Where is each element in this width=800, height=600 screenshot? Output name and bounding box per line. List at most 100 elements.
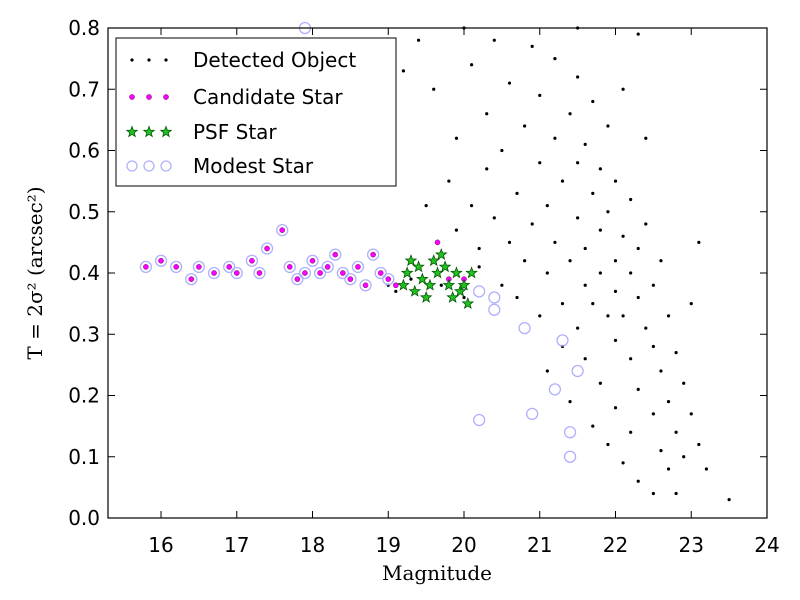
modest-star-point	[571, 364, 584, 378]
modest-star-point	[260, 242, 274, 255]
candidate-star-point	[234, 270, 240, 276]
x-tick-label: 18	[300, 533, 325, 557]
candidate-star-point	[393, 282, 399, 288]
legend-label: PSF Star	[193, 120, 277, 144]
candidate-star-points	[143, 227, 467, 288]
detected-object-point	[651, 344, 655, 349]
detected-object-point	[454, 136, 459, 140]
x-tick-label: 24	[754, 533, 779, 557]
detected-object-point	[462, 295, 466, 300]
legend-marker	[126, 160, 138, 172]
modest-star-point	[344, 272, 357, 286]
psf-star-point	[412, 260, 425, 273]
detected-object-point	[666, 400, 671, 404]
modest-star-point	[488, 291, 501, 304]
detected-object-point	[560, 179, 565, 183]
detected-object-point	[598, 381, 602, 385]
modest-star-point	[351, 260, 365, 274]
detected-object-point	[689, 412, 693, 416]
modest-star-point	[359, 279, 372, 292]
psf-star-point	[427, 254, 441, 267]
y-tick-label: 0.6	[68, 139, 100, 163]
detected-object-point	[576, 326, 580, 330]
candidate-star-point	[377, 270, 384, 276]
detected-object-point	[500, 283, 504, 287]
candidate-star-point	[287, 264, 293, 270]
detected-object-point	[447, 179, 451, 183]
candidate-star-point	[249, 257, 255, 264]
candidate-star-point	[264, 245, 270, 252]
psf-star-point	[446, 290, 459, 303]
candidate-star-point	[340, 270, 346, 276]
detected-object-point	[674, 351, 678, 355]
detected-object-point	[583, 246, 587, 251]
y-tick-label: 0.1	[68, 445, 100, 469]
detected-object-point	[674, 491, 678, 496]
x-axis-ticks: 16 17 18 19 20 21 22 23 24	[148, 28, 780, 557]
candidate-star-point	[324, 264, 331, 270]
detected-object-point	[507, 81, 512, 85]
psf-star-point	[397, 278, 410, 291]
detected-object-point	[576, 75, 580, 79]
candidate-star-point	[317, 270, 323, 276]
modest-star-point	[313, 266, 327, 280]
psf-star-point	[457, 278, 471, 291]
modest-star-point	[526, 407, 539, 421]
modest-star-point	[473, 413, 486, 427]
detected-object-point	[432, 87, 436, 91]
detected-object-point	[538, 93, 542, 97]
candidate-star-point	[226, 264, 232, 270]
candidate-star-point	[188, 276, 195, 282]
modest-star-point	[154, 254, 168, 267]
legend-label: Candidate Star	[193, 85, 343, 109]
detected-object-point	[629, 430, 633, 434]
detected-object-point	[598, 271, 602, 275]
detected-object-point	[439, 283, 443, 287]
x-tick-label: 20	[451, 533, 476, 557]
candidate-star-point	[362, 282, 369, 288]
detected-object-point	[538, 161, 542, 165]
detected-object-point	[553, 240, 557, 244]
x-tick-label: 21	[527, 533, 552, 557]
detected-object-point	[666, 314, 671, 318]
psf-star-point	[400, 266, 414, 279]
detected-object-point	[659, 449, 663, 453]
modest-star-point	[276, 223, 289, 237]
modest-star-point	[283, 260, 296, 274]
candidate-star-point	[385, 276, 392, 282]
detected-object-point	[492, 38, 496, 42]
detected-object-point	[591, 99, 595, 104]
detected-object-point	[523, 124, 527, 128]
detected-object-point	[651, 283, 655, 287]
modest-star-point	[245, 254, 259, 267]
detected-object-point	[477, 265, 481, 269]
detected-object-point	[621, 234, 625, 238]
detected-object-point	[697, 442, 701, 447]
psf-star-point	[434, 247, 448, 260]
detected-object-point	[530, 44, 534, 48]
detected-object-point	[409, 277, 413, 281]
x-tick-label: 17	[224, 533, 249, 557]
psf-star-point	[438, 260, 452, 273]
candidate-star-point	[143, 264, 149, 270]
detected-object-point	[682, 455, 686, 459]
modest-star-point	[306, 254, 319, 267]
modest-star-point	[563, 426, 577, 439]
modest-star-point	[192, 260, 206, 274]
detected-object-point	[651, 491, 655, 496]
psf-star-point	[408, 284, 422, 297]
modest-star-point	[170, 260, 183, 274]
legend-marker	[130, 58, 134, 62]
detected-object-point	[689, 302, 693, 306]
detected-object-point	[629, 357, 633, 361]
detected-object-point	[515, 191, 519, 195]
detected-object-point	[545, 271, 549, 275]
detected-object-point	[416, 38, 421, 42]
detected-object-point	[644, 326, 648, 330]
candidate-star-point	[173, 264, 179, 270]
detected-object-point	[568, 400, 572, 404]
detected-object-point	[591, 302, 595, 306]
modest-star-points	[139, 21, 584, 463]
psf-star-point	[416, 272, 429, 285]
modest-star-point	[473, 285, 486, 298]
